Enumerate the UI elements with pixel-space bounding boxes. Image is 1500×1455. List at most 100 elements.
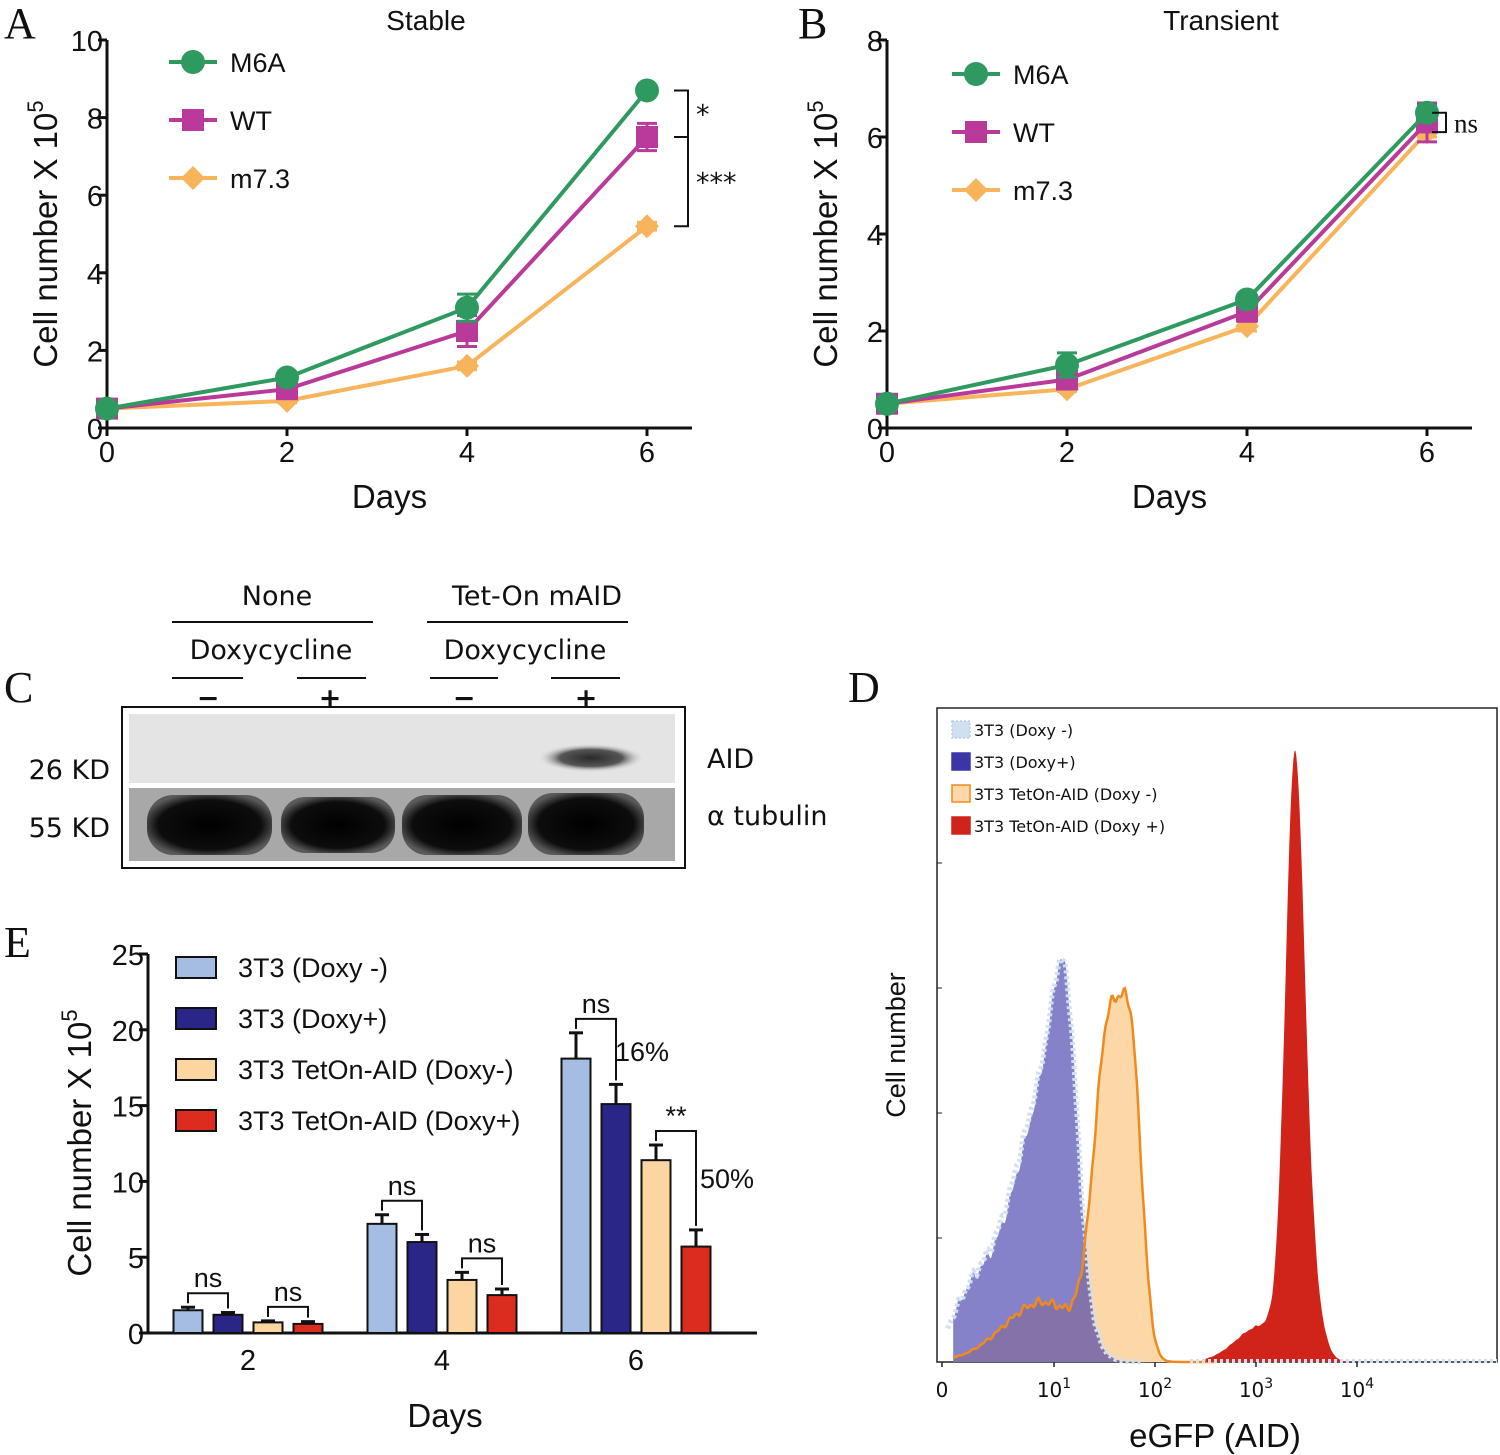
a-y-tick-label-1: 2: [87, 336, 103, 368]
undefined-x-tick-label-0: 0: [879, 437, 895, 469]
e-bracket-0: [187, 1292, 229, 1309]
d-legend-swatch-0: [951, 720, 971, 739]
e-pct-label-1: 50%: [700, 1164, 754, 1194]
e-y-tick-label-3: 15: [112, 1092, 144, 1124]
e-legend-label-1: 3T3 (Doxy+): [238, 1004, 387, 1034]
undefined-x-tick-label-2: 4: [1239, 437, 1255, 469]
undefined-y-tick-label-4: 8: [867, 26, 883, 58]
d-x-title: eGFP (AID): [1129, 1417, 1301, 1454]
e-bracket-2: [381, 1199, 423, 1231]
a-x-title: Days: [352, 478, 427, 515]
d-legend-swatch-3: [951, 816, 971, 835]
undefined-y-tick-label-3: 6: [867, 123, 883, 155]
a-x-tick-label-0: 0: [99, 437, 115, 469]
d-y-title: Cell number: [881, 972, 911, 1118]
a-point-0-1: [275, 365, 299, 390]
e-bracket-5: [655, 1130, 697, 1226]
e-legend-swatch-0: [175, 956, 217, 979]
a-point-2-3: [635, 214, 659, 239]
a-bracket-label-1: ***: [696, 168, 737, 199]
e-legend-label-3: 3T3 TetOn-AID (Doxy+): [238, 1106, 520, 1136]
undefined-y-title-base: Cell number X 10: [807, 113, 844, 368]
undefined-x-tick-label-3: 6: [1419, 437, 1435, 469]
a-bracket-label-0: *: [696, 100, 710, 131]
d-x-tick-exp-2: 2: [1163, 1376, 1172, 1392]
a-legend-marker-1: [182, 109, 204, 131]
d-x-tick-label-2: 102: [1138, 1376, 1172, 1402]
marker-26kd: 26 KD: [29, 755, 110, 786]
a-legend-marker-0: [181, 50, 205, 74]
undefined-line-m6a: [886, 111, 1429, 406]
panel-label-c: C: [4, 663, 33, 712]
e-legend-swatch-2: [175, 1058, 217, 1081]
a-legend-label-0: M6A: [230, 48, 286, 78]
a-legend-label-1: WT: [230, 106, 272, 136]
e-x-title: Days: [407, 1397, 482, 1434]
undefined-point-0-2: [1235, 287, 1259, 312]
band-label-aid: AID: [707, 744, 754, 775]
a-line-m6a: [106, 89, 649, 411]
a-bracket-0: [674, 89, 689, 138]
e-y-tick-label-4: 20: [112, 1016, 144, 1048]
d-x-tick-label-3: 103: [1239, 1376, 1273, 1402]
blot-group-label-teton: Tet-On mAID: [451, 581, 622, 612]
blot-group-label-none: None: [242, 581, 312, 612]
e-bar-2-1: [600, 1103, 632, 1334]
a-line-wt: [106, 135, 649, 411]
e-bar-0-3: [292, 1322, 324, 1335]
d-legend-label-0: 3T3 (Doxy -): [974, 721, 1073, 740]
a-y-title-base: Cell number X 10: [27, 113, 64, 368]
undefined-point-0-0: [875, 391, 899, 416]
chart-a-stable: 0 2 4 6 8 10 0 2 4 6 Days Cell number X 105 Stable M6…: [23, 5, 737, 515]
a-point-0-0: [95, 396, 119, 421]
panel-label-b: B: [798, 0, 827, 48]
a-y-tick-label-5: 10: [71, 26, 103, 58]
d-x-tick-exp-4: 4: [1365, 1376, 1374, 1392]
panel-label-a: A: [4, 0, 36, 48]
d-hist-tet-plus: [1205, 750, 1378, 1362]
a-y-tick-label-2: 4: [87, 259, 103, 291]
d-x-tick-base-4: 10: [1340, 1378, 1365, 1402]
tubulin-band-4: [528, 793, 644, 855]
undefined-y-title-exponent: 5: [803, 100, 828, 112]
undefined-line-m73: [886, 130, 1429, 406]
a-x-tick-label-3: 6: [639, 437, 655, 469]
blot-sublabel-teton: Doxycycline: [444, 635, 607, 666]
e-bar-1-1: [406, 1241, 438, 1335]
aid-band: [539, 744, 643, 772]
a-point-1-2: [456, 320, 478, 342]
e-bracket-label-0: ns: [194, 1263, 223, 1293]
undefined-legend-label-0: M6A: [1013, 60, 1069, 90]
e-y-title: Cell number X 105: [57, 1009, 98, 1276]
tubulin-band-3: [402, 795, 522, 855]
e-bar-2-3: [680, 1245, 712, 1335]
a-x-tick-label-1: 2: [279, 437, 295, 469]
a-y-tick-label-0: 0: [87, 414, 103, 446]
e-y-title-exponent: 5: [57, 1009, 82, 1021]
e-x-tick-label-2: 6: [628, 1345, 644, 1377]
d-x-tick-label-4: 104: [1340, 1376, 1374, 1402]
e-bar-2-2: [640, 1159, 672, 1335]
e-pct-label-0: 16%: [615, 1037, 669, 1067]
undefined-y-tick-label-2: 4: [867, 220, 883, 252]
a-y-tick-label-3: 6: [87, 181, 103, 213]
e-y-title-base: Cell number X 10: [61, 1022, 98, 1277]
e-bracket-label-5: **: [665, 1101, 687, 1131]
panel-label-d: D: [848, 663, 880, 712]
a-y-tick-label-4: 8: [87, 104, 103, 136]
e-x-tick-label-0: 2: [240, 1345, 256, 1377]
e-bar-1-0: [366, 1222, 398, 1335]
a-line-m73: [106, 224, 649, 411]
tubulin-band-1: [147, 795, 272, 855]
e-x-tick-label-1: 4: [434, 1345, 450, 1377]
e-y-tick-label-1: 5: [128, 1243, 144, 1275]
chart-b-transient: 0 2 4 6 8 0 2 4 6 Days Cell number X 105 Transient M…: [803, 5, 1478, 515]
a-x-tick-label-2: 4: [459, 437, 475, 469]
undefined-legend-marker-1: [965, 121, 987, 143]
d-x-tick-exp-3: 3: [1264, 1376, 1273, 1392]
e-bracket-label-2: ns: [388, 1171, 417, 1201]
d-x-tick-label-1: 101: [1037, 1376, 1071, 1402]
undefined-title: Transient: [1163, 5, 1279, 36]
